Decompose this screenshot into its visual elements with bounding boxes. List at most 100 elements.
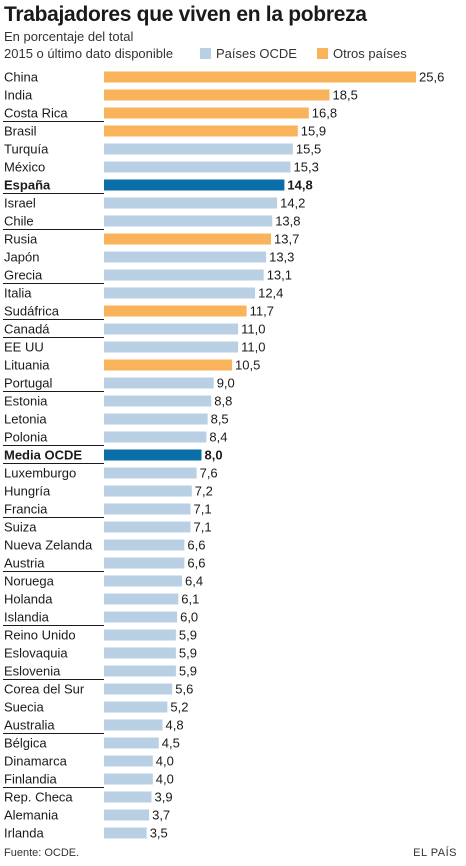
value-label-grecia: 13,1 <box>267 268 292 283</box>
value-label-austria: 6,6 <box>187 556 205 571</box>
value-label-rusia: 13,7 <box>274 232 299 247</box>
bar-irlanda <box>104 827 147 839</box>
bar-reino-unido <box>104 629 176 641</box>
category-label-eslovenia: Eslovenia <box>4 664 61 679</box>
bar-sudafrica <box>104 305 247 317</box>
category-label-portugal: Portugal <box>4 376 53 391</box>
value-label-corea-del-sur: 5,6 <box>175 682 193 697</box>
category-label-estonia: Estonia <box>4 394 48 409</box>
bar-belgica <box>104 737 159 749</box>
bar-eslovenia <box>104 665 176 677</box>
legend-label-otros: Otros países <box>333 46 407 61</box>
value-label-eslovenia: 5,9 <box>179 664 197 679</box>
bar-chart: China 25,6 India 18,5 Costa Rica 16,8 Brasil 15… <box>3 70 444 841</box>
bar-canada <box>104 323 239 335</box>
value-label-mexico: 15,3 <box>294 160 319 175</box>
category-label-luxemburgo: Luxemburgo <box>4 466 76 481</box>
bar-chile <box>104 215 273 227</box>
value-label-alemania: 3,7 <box>152 808 170 823</box>
bar-eslovaquia <box>104 647 176 659</box>
bar-italia <box>104 287 256 299</box>
value-label-estonia: 8,8 <box>214 394 232 409</box>
category-label-finlandia: Finlandia <box>4 772 58 787</box>
category-label-chile: Chile <box>4 214 34 229</box>
bar-alemania <box>104 809 150 821</box>
value-label-luxemburgo: 7,6 <box>200 466 218 481</box>
bar-turquia <box>104 143 293 155</box>
chart-title: Trabajadores que viven en la pobreza <box>4 3 367 26</box>
bar-grecia <box>104 269 264 281</box>
value-label-irlanda: 3,5 <box>150 826 168 841</box>
value-label-lituania: 10,5 <box>235 358 260 373</box>
bar-luxemburgo <box>104 467 197 479</box>
bar-polonia <box>104 431 207 443</box>
bar-ee-uu <box>104 341 239 353</box>
legend-item-otros: Otros países <box>317 46 407 61</box>
category-label-dinamarca: Dinamarca <box>4 754 68 769</box>
category-label-lituania: Lituania <box>4 358 50 373</box>
value-label-australia: 4,8 <box>166 718 184 733</box>
chart-subtitle-line-1: En porcentaje del total <box>4 29 134 44</box>
category-label-eslovaquia: Eslovaquia <box>4 646 68 661</box>
value-label-ee-uu: 11,0 <box>241 340 265 355</box>
value-label-media-ocde: 8,0 <box>205 448 223 463</box>
bar-australia <box>104 719 163 731</box>
bar-costa-rica <box>104 107 309 119</box>
value-label-israel: 14,2 <box>280 196 305 211</box>
category-label-polonia: Polonia <box>4 430 48 445</box>
category-label-suiza: Suiza <box>4 520 37 535</box>
category-label-china: China <box>4 70 39 85</box>
value-label-sudafrica: 11,7 <box>250 304 274 319</box>
category-label-costa-rica: Costa Rica <box>4 106 68 121</box>
bar-brasil <box>104 125 298 137</box>
category-label-india: India <box>4 88 33 103</box>
category-label-mexico: México <box>4 160 45 175</box>
value-label-reino-unido: 5,9 <box>179 628 197 643</box>
value-label-chile: 13,8 <box>275 214 300 229</box>
value-label-holanda: 6,1 <box>181 592 199 607</box>
bar-india <box>104 89 330 101</box>
source-note: Fuente: OCDE. <box>4 847 80 859</box>
chart-subtitle-line-2: 2015 o último dato disponible <box>4 46 174 61</box>
category-label-sudafrica: Sudáfrica <box>4 304 60 319</box>
category-label-rusia: Rusia <box>4 232 38 247</box>
legend-swatch-otros <box>317 48 328 59</box>
bar-japon <box>104 251 267 263</box>
bar-espana <box>104 179 285 191</box>
value-label-belgica: 4,5 <box>162 736 180 751</box>
bar-francia <box>104 503 191 515</box>
value-label-nueva-zelanda: 6,6 <box>187 538 205 553</box>
value-label-espana: 14,8 <box>287 178 312 193</box>
value-label-japon: 13,3 <box>269 250 294 265</box>
legend-swatch-ocde <box>200 48 211 59</box>
bar-china <box>104 71 416 83</box>
bar-dinamarca <box>104 755 153 767</box>
bar-mexico <box>104 161 291 173</box>
bar-noruega <box>104 575 182 587</box>
category-label-espana: España <box>4 178 51 193</box>
category-label-noruega: Noruega <box>4 574 55 589</box>
value-label-brasil: 15,9 <box>301 124 326 139</box>
category-label-reino-unido: Reino Unido <box>4 628 76 643</box>
category-label-turquia: Turquía <box>4 142 49 157</box>
category-label-irlanda: Irlanda <box>4 826 45 841</box>
bar-holanda <box>104 593 179 605</box>
category-label-letonia: Letonia <box>4 412 47 427</box>
category-label-alemania: Alemania <box>4 808 59 823</box>
category-label-media-ocde: Media OCDE <box>4 448 82 463</box>
bar-suecia <box>104 701 168 713</box>
category-label-canada: Canadá <box>4 322 50 337</box>
bar-suiza <box>104 521 191 533</box>
value-label-china: 25,6 <box>419 70 444 85</box>
bar-rusia <box>104 233 271 245</box>
value-label-noruega: 6,4 <box>185 574 203 589</box>
bar-rep-checa <box>104 791 152 803</box>
category-label-belgica: Bélgica <box>4 736 47 751</box>
category-label-ee-uu: EE UU <box>4 340 44 355</box>
category-label-francia: Francia <box>4 502 48 517</box>
category-label-australia: Australia <box>4 718 55 733</box>
value-label-suecia: 5,2 <box>170 700 188 715</box>
value-label-eslovaquia: 5,9 <box>179 646 197 661</box>
category-label-israel: Israel <box>4 196 36 211</box>
category-label-italia: Italia <box>4 286 32 301</box>
